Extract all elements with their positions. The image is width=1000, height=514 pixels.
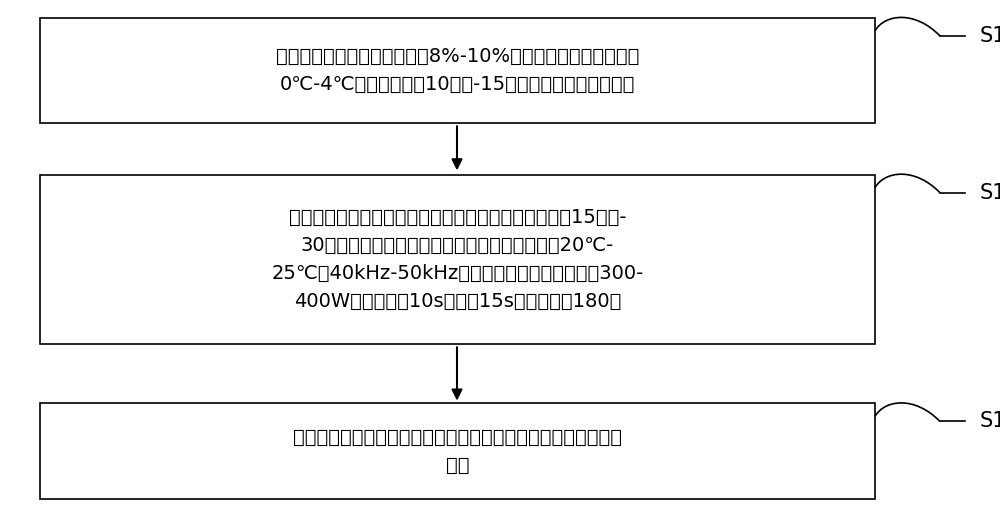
Text: S122: S122 [980,183,1000,203]
Text: S120: S120 [980,26,1000,46]
Text: S124: S124 [980,412,1000,431]
FancyBboxPatch shape [40,18,875,123]
FancyBboxPatch shape [40,403,875,499]
Text: 将混合液离心，弃去沉淀，留取上清液，得到处理后的生物样品
溶液: 将混合液离心，弃去沉淀，留取上清液，得到处理后的生物样品 溶液 [293,428,622,474]
FancyBboxPatch shape [40,175,875,344]
Text: 采用超声震荡或超声破碎的方法，对生物样品溶液处理15分钟-
30分钟，得到混合液，其中，超声震荡的条件为20℃-
25℃，40kHz-50kHz，高频，超声破碎: 采用超声震荡或超声破碎的方法，对生物样品溶液处理15分钟- 30分钟，得到混合液… [271,208,644,311]
Text: 将生物样品加入至摩尔浓度为8%-10%的酸性溶液中，在温度为
0℃-4℃的条件下放置10小时-15小时，得到生物样品溶液: 将生物样品加入至摩尔浓度为8%-10%的酸性溶液中，在温度为 0℃-4℃的条件下… [276,47,639,94]
